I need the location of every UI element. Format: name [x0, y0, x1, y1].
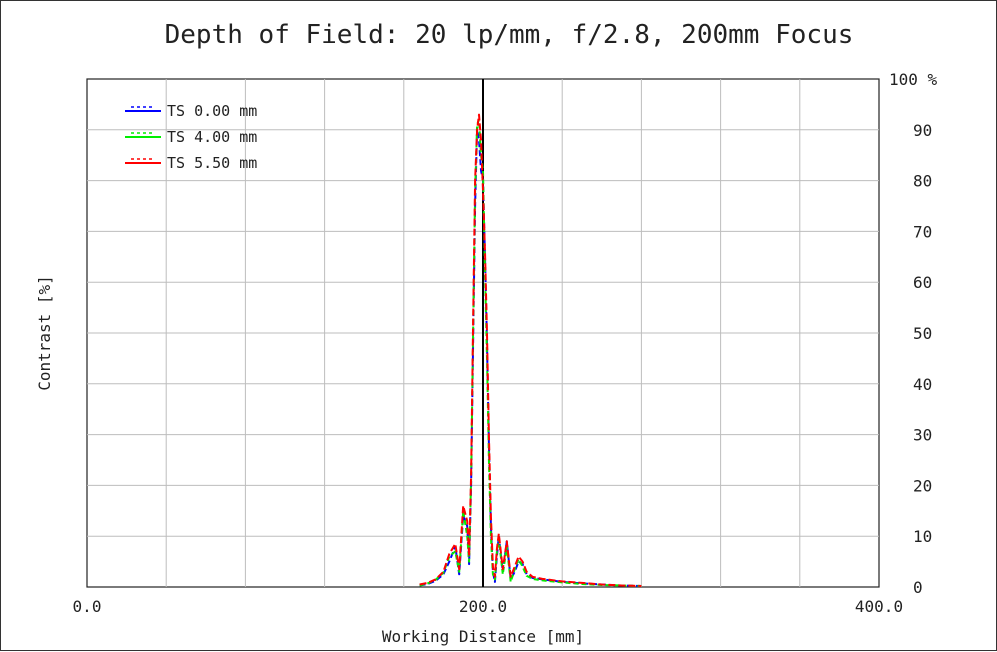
legend-label-2: TS 4.00 mm — [167, 128, 257, 146]
y-tick-label: 10 — [913, 527, 932, 546]
x-axis-label: Working Distance [mm] — [382, 627, 584, 646]
y-tick-labels: 0 10 20 30 40 50 60 70 80 90 100 % — [889, 70, 938, 597]
x-tick-label: 400.0 — [855, 597, 903, 616]
legend-label-1: TS 0.00 mm — [167, 102, 257, 120]
y-tick-label: 30 — [913, 426, 932, 445]
y-tick-label: 40 — [913, 375, 932, 394]
series-lines — [419, 113, 642, 587]
y-axis-label: Contrast [%] — [35, 275, 54, 391]
legend-label-3: TS 5.50 mm — [167, 154, 257, 172]
legend: TS 0.00 mm TS 4.00 mm TS 5.50 mm — [125, 102, 257, 172]
y-tick-label: 100 % — [889, 70, 938, 89]
y-tick-label: 20 — [913, 476, 932, 495]
series-line-3 — [419, 113, 642, 587]
x-tick-labels: 0.0 200.0 400.0 — [73, 597, 904, 616]
y-tick-label: 50 — [913, 324, 932, 343]
y-tick-label: 60 — [913, 273, 932, 292]
y-tick-label: 90 — [913, 121, 932, 140]
x-tick-label: 0.0 — [73, 597, 102, 616]
y-tick-label: 70 — [913, 222, 932, 241]
chart-title: Depth of Field: 20 lp/mm, f/2.8, 200mm F… — [165, 20, 854, 50]
x-tick-label: 200.0 — [459, 597, 507, 616]
y-tick-label: 80 — [913, 172, 932, 191]
y-tick-label: 0 — [913, 578, 923, 597]
